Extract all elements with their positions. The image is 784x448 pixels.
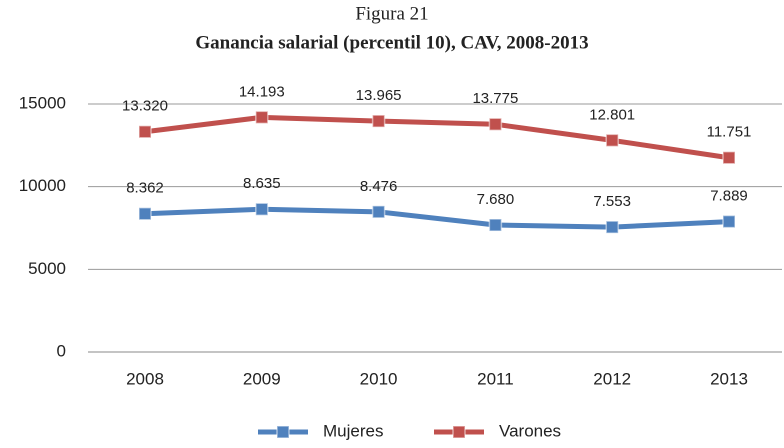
series-line [144, 206, 730, 230]
data-label: 8.476 [360, 178, 398, 195]
legend-marker [452, 425, 466, 439]
data-label: 8.635 [243, 175, 281, 192]
x-tick-label: 2009 [243, 369, 281, 388]
data-label: 7.680 [477, 191, 515, 208]
data-label: 13.320 [122, 98, 168, 115]
point-marker [605, 220, 619, 234]
y-tick-label: 10000 [19, 176, 66, 195]
data-label: 7.553 [593, 193, 631, 210]
data-label: 7.889 [710, 188, 748, 205]
point-marker [488, 218, 503, 232]
data-label: 13.775 [472, 90, 518, 107]
chart-subtitle: Ganancia salarial (percentil 10), CAV, 2… [195, 32, 588, 53]
point-marker [371, 205, 386, 219]
point-marker [138, 125, 152, 139]
legend-label: Varones [499, 421, 561, 440]
x-tick-label: 2013 [710, 369, 748, 388]
point-marker [722, 214, 736, 229]
data-label: 12.801 [589, 106, 635, 123]
point-marker [371, 114, 386, 128]
data-label: 13.965 [356, 87, 402, 104]
point-marker [605, 133, 619, 148]
series-line [144, 114, 730, 161]
legend-marker [276, 425, 290, 439]
data-label: 11.751 [707, 124, 752, 141]
x-tick-label: 2011 [477, 369, 514, 388]
point-marker [488, 117, 503, 132]
x-tick-label: 2012 [593, 369, 631, 388]
chart-title: Figura 21 [355, 3, 428, 24]
legend-label: Mujeres [323, 421, 383, 440]
point-marker [722, 150, 736, 165]
y-tick-label: 15000 [19, 93, 66, 112]
y-tick-label: 0 [57, 341, 66, 360]
point-marker [255, 202, 269, 216]
point-marker [255, 110, 269, 125]
data-label: 8.362 [126, 180, 164, 197]
point-marker [138, 206, 152, 221]
y-tick-label: 5000 [28, 259, 66, 278]
x-tick-label: 2010 [360, 369, 398, 388]
data-label: 14.193 [239, 83, 285, 100]
x-tick-label: 2008 [126, 369, 164, 388]
